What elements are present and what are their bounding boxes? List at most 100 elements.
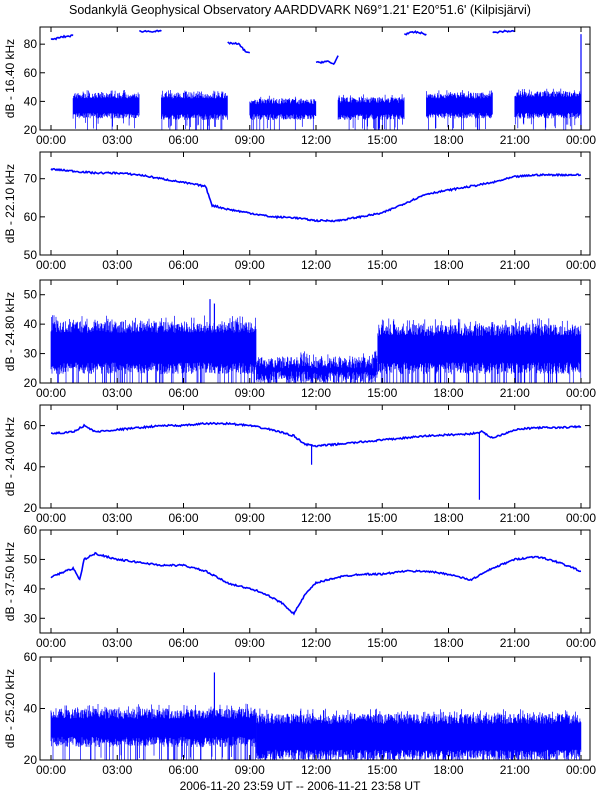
y-axis-label: dB - 25.20 kHz — [3, 669, 17, 748]
x-tick-label: 18:00 — [433, 133, 463, 147]
y-tick-label: 20 — [24, 376, 38, 390]
y-tick-label: 20 — [24, 753, 38, 767]
y-axis-label: dB - 37.50 kHz — [3, 542, 17, 621]
x-tick-label: 00:00 — [566, 763, 596, 777]
y-tick-label: 70 — [24, 172, 38, 186]
x-tick-label: 21:00 — [500, 258, 530, 272]
x-tick-label: 03:00 — [102, 636, 132, 650]
series-line — [50, 551, 582, 616]
y-tick-label: 60 — [24, 66, 38, 80]
y-axis-label: dB - 24.00 kHz — [3, 417, 17, 496]
y-tick-label: 40 — [24, 582, 38, 596]
x-tick-label: 12:00 — [301, 386, 331, 400]
series-line — [50, 421, 582, 448]
x-tick-label: 21:00 — [500, 386, 530, 400]
y-tick-label: 30 — [24, 347, 38, 361]
x-tick-label: 21:00 — [500, 511, 530, 525]
series-4 — [50, 421, 582, 500]
y-tick-label: 30 — [24, 611, 38, 625]
x-tick-label: 03:00 — [102, 258, 132, 272]
noise-band — [249, 95, 317, 130]
x-tick-label: 15:00 — [367, 386, 397, 400]
x-tick-label: 09:00 — [235, 763, 265, 777]
y-tick-label: 60 — [24, 210, 38, 224]
x-tick-label: 00:00 — [36, 386, 66, 400]
x-tick-label: 21:00 — [500, 763, 530, 777]
y-tick-label: 20 — [24, 123, 38, 137]
x-tick-label: 18:00 — [433, 763, 463, 777]
panel-3: 00:00 03:00 06:00 09:00 12:00 15:00 18:00 21:00… — [3, 279, 596, 400]
x-tick-label: 03:00 — [102, 511, 132, 525]
x-tick-label: 21:00 — [500, 133, 530, 147]
x-tick-label: 15:00 — [367, 511, 397, 525]
series-line — [50, 167, 582, 223]
series-1 — [50, 29, 582, 130]
x-tick-label: 09:00 — [235, 386, 265, 400]
y-tick-label: 60 — [24, 523, 38, 537]
y-tick-label: 80 — [24, 37, 38, 51]
x-tick-label: 00:00 — [36, 258, 66, 272]
y-tick-label: 60 — [24, 650, 38, 664]
panel-5: 00:00 03:00 06:00 09:00 12:00 15:00 18:00 21:00… — [3, 523, 596, 650]
x-tick-label: 12:00 — [301, 763, 331, 777]
noise-band — [50, 315, 257, 383]
x-tick-label: 06:00 — [168, 258, 198, 272]
panel-4: 00:00 03:00 06:00 09:00 12:00 15:00 18:00 21:00… — [3, 404, 596, 525]
series-line — [404, 30, 427, 36]
noise-band — [426, 90, 493, 130]
x-tick-label: 12:00 — [301, 133, 331, 147]
x-tick-label: 03:00 — [102, 386, 132, 400]
plot-frame — [39, 279, 591, 384]
series-6 — [50, 672, 582, 760]
x-tick-label: 06:00 — [168, 511, 198, 525]
x-tick-label: 00:00 — [566, 636, 596, 650]
x-tick-label: 00:00 — [566, 258, 596, 272]
x-tick-label: 18:00 — [433, 258, 463, 272]
chart-title: Sodankylä Geophysical Observatory AARDDV… — [69, 3, 531, 17]
y-tick-label: 50 — [24, 248, 38, 262]
y-tick-label: 40 — [24, 702, 38, 716]
x-tick-label: 06:00 — [168, 386, 198, 400]
series-5 — [50, 551, 582, 616]
x-tick-label: 12:00 — [301, 511, 331, 525]
y-tick-label: 50 — [24, 552, 38, 566]
x-tick-label: 12:00 — [301, 258, 331, 272]
x-tick-label: 09:00 — [235, 133, 265, 147]
series-line — [139, 29, 162, 33]
noise-band — [50, 703, 257, 760]
x-tick-label: 06:00 — [168, 763, 198, 777]
x-tick-label: 00:00 — [36, 511, 66, 525]
series-line — [227, 41, 251, 54]
y-axis-label: dB - 22.10 kHz — [3, 164, 17, 243]
noise-band — [514, 88, 582, 130]
y-axis-label: dB - 16.40 kHz — [3, 39, 17, 118]
x-tick-label: 00:00 — [566, 386, 596, 400]
noise-band — [256, 350, 378, 383]
x-tick-label: 15:00 — [367, 636, 397, 650]
series-3 — [50, 299, 582, 383]
y-tick-label: 60 — [24, 419, 38, 433]
plot-frame — [39, 529, 591, 634]
series-line — [50, 34, 74, 41]
plot-frame — [39, 26, 591, 131]
noise-band — [72, 90, 140, 130]
x-tick-label: 21:00 — [500, 636, 530, 650]
x-tick-label: 00:00 — [36, 636, 66, 650]
x-tick-label: 15:00 — [367, 258, 397, 272]
plot-frame — [39, 151, 591, 256]
x-tick-label: 00:00 — [566, 133, 596, 147]
y-tick-label: 20 — [24, 501, 38, 515]
y-tick-label: 50 — [24, 288, 38, 302]
x-tick-label: 00:00 — [36, 763, 66, 777]
y-tick-label: 40 — [24, 317, 38, 331]
y-axis-label: dB - 24.80 kHz — [3, 292, 17, 371]
x-tick-label: 18:00 — [433, 636, 463, 650]
x-tick-label: 03:00 — [102, 133, 132, 147]
panel-1: 00:00 03:00 06:00 09:00 12:00 15:00 18:00 21:00… — [3, 26, 596, 147]
x-tick-label: 09:00 — [235, 258, 265, 272]
noise-band — [337, 94, 405, 130]
noise-band — [256, 708, 582, 760]
x-tick-label: 09:00 — [235, 636, 265, 650]
x-tick-label: 18:00 — [433, 511, 463, 525]
